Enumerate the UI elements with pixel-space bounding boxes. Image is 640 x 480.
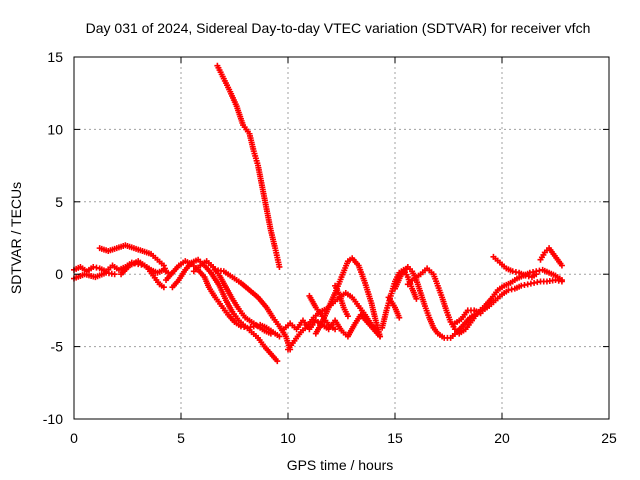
data-points (71, 62, 565, 365)
data-point (396, 314, 403, 321)
data-point (111, 271, 118, 278)
data-point (276, 263, 283, 270)
data-point (558, 278, 565, 285)
data-series (71, 269, 118, 282)
plot-frame (73, 56, 610, 420)
data-series (96, 242, 170, 275)
y-tick-label: -10 (43, 411, 63, 427)
data-series (306, 292, 339, 333)
data-series (385, 294, 403, 321)
x-tick-label: 25 (601, 430, 617, 446)
data-series (312, 255, 384, 340)
tick-labels: 0 5 10 15 20 25 -10 -5 0 5 10 15 (43, 49, 617, 446)
x-tick-label: 0 (70, 430, 78, 446)
data-point (344, 313, 351, 320)
data-series (190, 258, 274, 337)
data-series (118, 258, 167, 291)
data-point (477, 310, 484, 317)
x-tick-label: 10 (280, 430, 296, 446)
data-series (71, 259, 174, 278)
x-axis-label: GPS time / hours (287, 457, 394, 473)
y-tick-label: 15 (47, 49, 63, 65)
data-series (537, 245, 565, 269)
data-series (392, 263, 565, 341)
data-point (332, 326, 339, 333)
data-point (161, 265, 168, 272)
grid-lines (74, 57, 609, 419)
y-tick-label: 5 (55, 194, 63, 210)
data-point (163, 268, 170, 275)
data-point (267, 330, 274, 337)
chart-title: Day 031 of 2024, Sidereal Day-to-day VTE… (86, 20, 591, 36)
data-point (533, 271, 540, 278)
data-series (404, 265, 565, 337)
data-point (160, 262, 167, 269)
data-point (160, 284, 167, 291)
axis-ticks (73, 56, 610, 420)
x-tick-label: 20 (494, 430, 510, 446)
y-tick-label: 10 (47, 121, 63, 137)
data-series (451, 307, 484, 327)
y-tick-label: -5 (51, 339, 64, 355)
data-series (490, 253, 540, 281)
data-point (377, 333, 384, 340)
data-point (276, 333, 283, 340)
data-point (413, 295, 420, 302)
y-axis-label: SDTVAR / TECUs (8, 182, 24, 294)
data-series (332, 282, 351, 320)
data-point (274, 358, 281, 365)
data-series (212, 266, 294, 353)
data-point (558, 262, 565, 269)
x-tick-label: 5 (177, 430, 185, 446)
y-tick-label: 0 (55, 266, 63, 282)
data-series (214, 62, 283, 270)
x-tick-label: 15 (387, 430, 403, 446)
data-series (285, 290, 381, 353)
